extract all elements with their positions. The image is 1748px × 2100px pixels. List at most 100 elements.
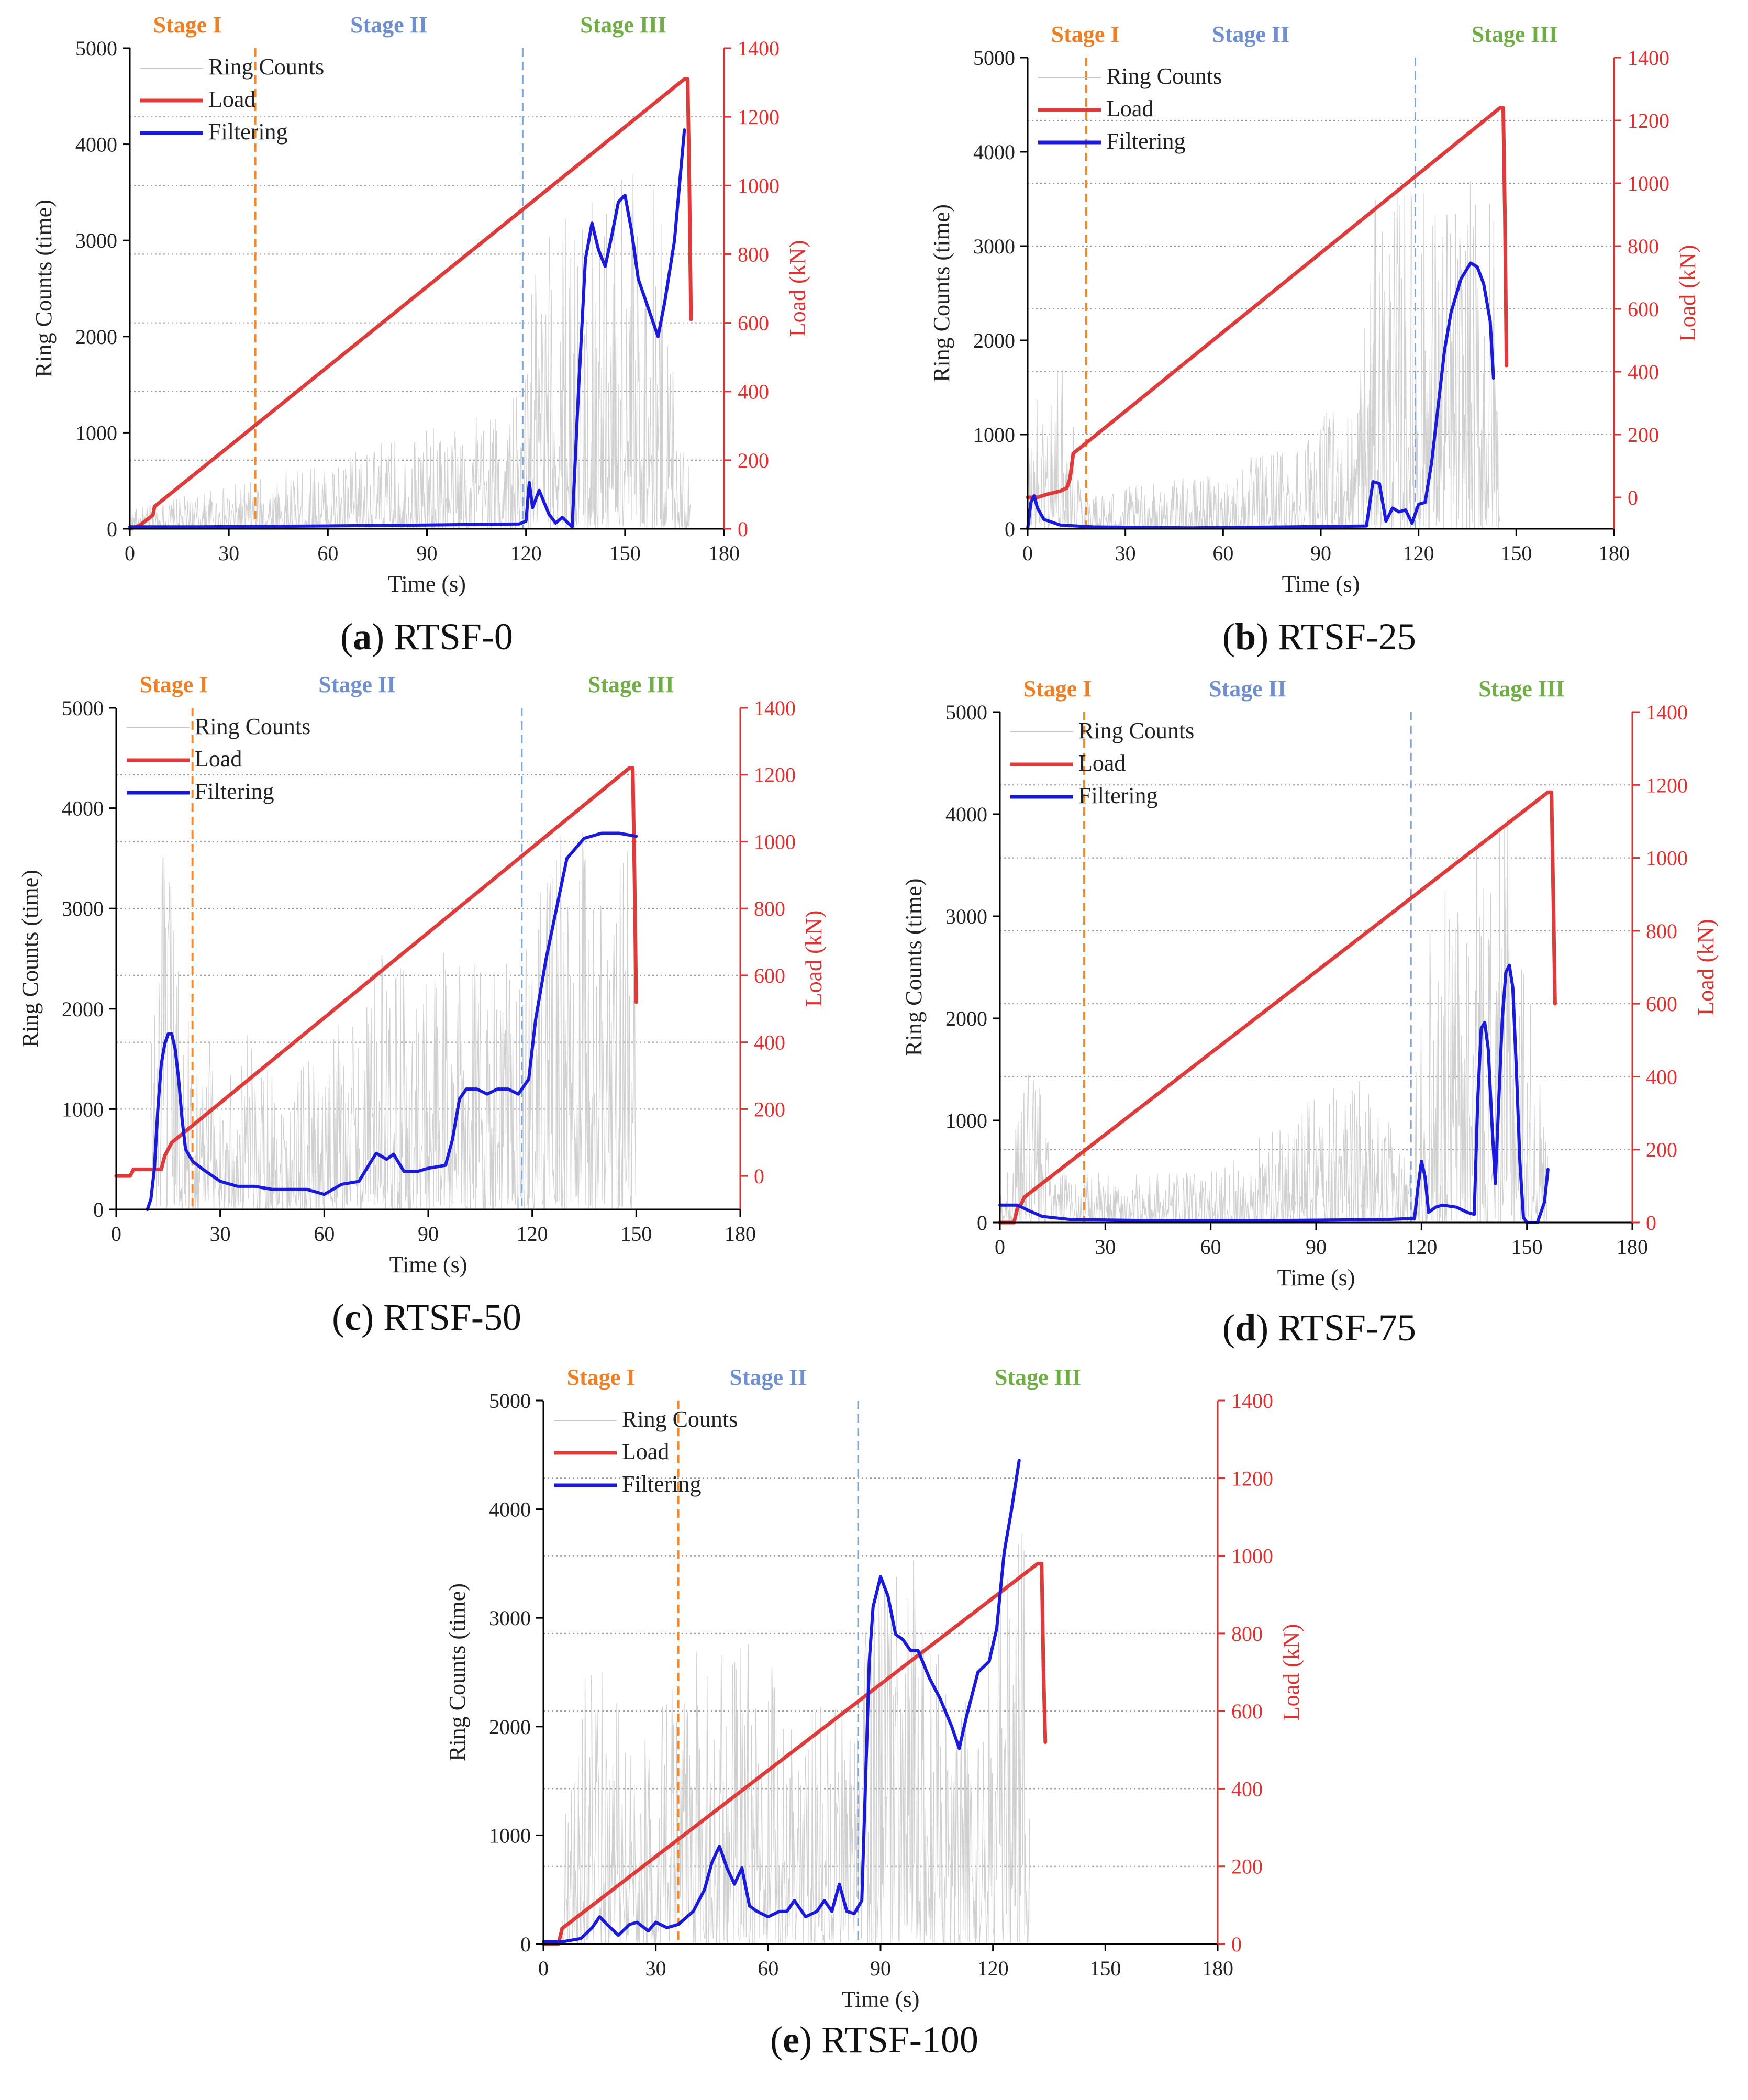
y2-tick-label: 0 [1628, 486, 1638, 509]
y2-tick-label: 600 [1231, 1699, 1263, 1723]
y2-tick-label: 1200 [1231, 1466, 1273, 1490]
y-tick-label: 3000 [973, 235, 1015, 258]
x-tick-label: 0 [538, 1957, 549, 1980]
y2-axis-title: Load (kN) [1675, 245, 1700, 342]
y2-axis-title: Load (kN) [785, 240, 810, 337]
x-tick-label: 90 [418, 1222, 439, 1246]
stage-label-2: Stage II [1212, 21, 1289, 47]
panel-caption: (c) RTSF-50 [332, 1296, 521, 1338]
legend-label: Filtering [622, 1471, 702, 1497]
y-tick-label: 2000 [945, 1007, 987, 1030]
panel-caption: (a) RTSF-0 [340, 616, 513, 658]
y-tick-label: 1000 [75, 421, 117, 445]
y-axis-title: Ring Counts (time) [31, 199, 57, 377]
y-tick-label: 3000 [75, 229, 117, 252]
x-tick-label: 30 [210, 1222, 231, 1246]
legend-label: Load [195, 746, 242, 772]
y2-tick-label: 600 [754, 964, 785, 987]
legend-label: Filtering [1106, 128, 1186, 154]
stage-label-2: Stage II [1209, 676, 1286, 702]
y-axis-title: Ring Counts (time) [901, 879, 927, 1057]
y-tick-label: 2000 [75, 325, 117, 349]
x-tick-label: 60 [1212, 541, 1233, 565]
x-tick-label: 0 [995, 1235, 1005, 1259]
x-tick-label: 60 [317, 541, 338, 565]
y2-tick-label: 800 [1231, 1622, 1263, 1646]
x-tick-label: 150 [620, 1222, 652, 1246]
x-tick-label: 0 [125, 541, 135, 565]
y-tick-label: 0 [93, 1198, 104, 1221]
y-tick-label: 2000 [62, 997, 104, 1021]
ring-counts-series [999, 818, 1548, 1224]
filtering-series [998, 963, 1550, 1224]
legend-label: Load [208, 86, 255, 112]
ring-counts-series [562, 1533, 1031, 1945]
load-series [128, 77, 693, 531]
x-tick-label: 60 [1200, 1235, 1221, 1259]
panel-caption: (b) RTSF-25 [1222, 616, 1416, 658]
y-axis-title: Ring Counts (time) [17, 870, 43, 1048]
x-tick-label: 150 [1511, 1235, 1543, 1259]
y2-tick-label: 0 [1231, 1932, 1242, 1956]
y2-tick-label: 400 [754, 1031, 785, 1054]
ring-counts-series [150, 832, 637, 1210]
y2-tick-label: 1000 [1628, 172, 1669, 195]
y-tick-label: 3000 [62, 897, 104, 920]
x-tick-label: 60 [758, 1957, 778, 1980]
y-tick-label: 1000 [62, 1097, 104, 1121]
y-tick-label: 5000 [945, 701, 987, 724]
y2-tick-label: 200 [1628, 423, 1659, 447]
y-tick-label: 5000 [62, 696, 104, 720]
y2-tick-label: 1000 [1646, 847, 1688, 870]
legend-label: Ring Counts [1106, 63, 1222, 89]
x-tick-label: 90 [870, 1957, 891, 1980]
x-tick-label: 180 [1202, 1957, 1233, 1980]
x-tick-label: 150 [609, 541, 641, 565]
load-series [1026, 106, 1509, 499]
chart-panel-e: Stage I Stage II Stage III 0 30 60 90 120 150 180… [444, 1364, 1304, 2061]
y-axis-title: Ring Counts (time) [444, 1583, 470, 1761]
x-tick-label: 120 [1403, 541, 1434, 565]
stage-label-1: Stage I [1051, 21, 1120, 47]
x-tick-label: 180 [1598, 541, 1630, 565]
ring-counts-series [1027, 181, 1500, 530]
x-axis-title: Time (s) [842, 1986, 920, 2012]
chart-panel-b: Stage I Stage II Stage III 0 30 60 90 120 150 180… [929, 21, 1700, 658]
filtering-series [128, 128, 686, 529]
y2-tick-label: 200 [1231, 1855, 1263, 1879]
y2-tick-label: 1000 [738, 174, 780, 197]
y2-axis-title: Load (kN) [1278, 1624, 1304, 1721]
stage-label-1: Stage I [1023, 676, 1092, 702]
y-tick-label: 0 [977, 1211, 987, 1235]
panel-caption: (e) RTSF-100 [770, 2019, 978, 2061]
y2-tick-label: 0 [1646, 1211, 1656, 1235]
x-tick-label: 180 [1617, 1235, 1648, 1259]
filtering-series [146, 831, 638, 1211]
filtering-series [1026, 261, 1495, 530]
x-tick-label: 150 [1089, 1957, 1121, 1980]
stage-label-2: Stage II [350, 12, 428, 38]
legend-label: Ring Counts [1078, 718, 1194, 743]
load-series [998, 790, 1557, 1225]
stage-label-3: Stage III [1478, 676, 1565, 702]
y2-tick-label: 800 [1628, 235, 1659, 258]
y2-tick-label: 600 [1628, 297, 1659, 321]
y2-tick-label: 400 [738, 380, 769, 404]
x-tick-label: 180 [725, 1222, 756, 1246]
x-axis-title: Time (s) [388, 571, 466, 597]
stage-label-2: Stage II [318, 672, 396, 697]
y2-tick-label: 1200 [1646, 773, 1688, 797]
y2-tick-label: 0 [738, 517, 748, 541]
x-tick-label: 120 [510, 541, 542, 565]
y2-tick-label: 400 [1231, 1777, 1263, 1801]
y-tick-label: 1000 [973, 423, 1015, 447]
y2-tick-label: 1200 [1628, 109, 1669, 132]
x-tick-label: 180 [708, 541, 740, 565]
stage-label-1: Stage I [140, 672, 208, 697]
chart-panel-a: Stage I Stage II Stage III 0 30 60 90 120 150 180… [31, 12, 810, 658]
x-tick-label: 120 [1406, 1235, 1437, 1259]
y2-tick-label: 600 [1646, 992, 1677, 1016]
y-tick-label: 4000 [62, 797, 104, 820]
y-tick-label: 3000 [489, 1606, 531, 1630]
stage-label-2: Stage II [729, 1364, 807, 1390]
